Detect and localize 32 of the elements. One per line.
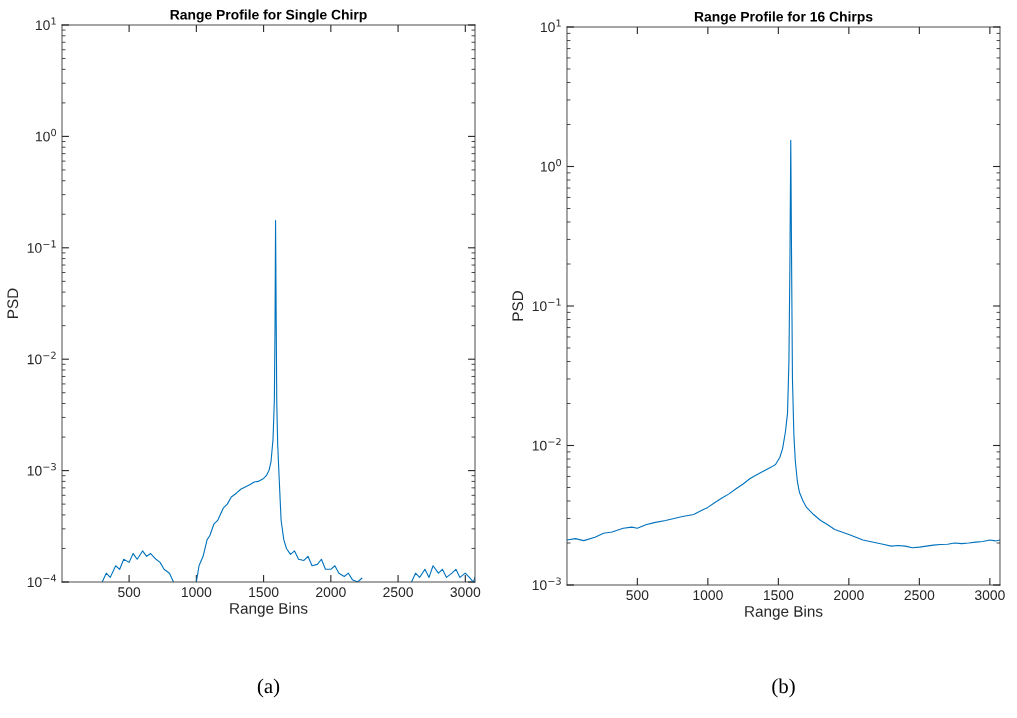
- x-tick-label: 2000: [316, 587, 346, 598]
- x-tick-label: 3000: [974, 590, 1005, 601]
- x-tick-label: 500: [626, 590, 649, 601]
- y-tick-label: 10$^{0}$: [540, 158, 562, 172]
- x-tick-label: 1500: [249, 587, 279, 598]
- chart-title: Range Profile for Single Chirp: [170, 9, 367, 23]
- x-tick-label: 1000: [181, 587, 212, 598]
- x-tick-label: 2500: [904, 590, 935, 601]
- text: (a): [257, 678, 280, 698]
- y-tick-label: 10$^{−3}$: [532, 577, 561, 591]
- y-axis-title: PSD: [7, 288, 19, 318]
- x-tick-label: 1000: [693, 590, 723, 601]
- y-tick-label: 10$^{1}$: [540, 19, 561, 33]
- y-tick-label: 10$^{−3}$: [27, 462, 56, 476]
- y-tick-label: 10$^{−4}$: [27, 574, 57, 588]
- y-tick-label: 10$^{−1}$: [27, 240, 56, 253]
- line-series: [567, 139, 1000, 549]
- x-axis-title: Range Bins: [745, 605, 823, 620]
- y-tick-label: 10$^{−2}$: [532, 437, 561, 451]
- x-tick-label: 2000: [834, 590, 864, 601]
- x-tick-label: 1500: [763, 590, 794, 601]
- y-tick-label: 10$^{1}$: [35, 17, 56, 31]
- x-tick-label: 2500: [383, 587, 413, 598]
- y-tick-label: 10$^{−2}$: [27, 351, 56, 365]
- y-tick-label: 10$^{0}$: [35, 128, 57, 142]
- text: (b): [772, 678, 795, 698]
- y-axis-title: PSD: [512, 291, 524, 321]
- x-tick-label: 3000: [450, 587, 481, 598]
- x-axis-title: Range Bins: [230, 602, 308, 617]
- x-tick-label: 500: [118, 587, 141, 598]
- y-tick-label: 10$^{−1}$: [532, 298, 561, 312]
- chart-title: Range Profile for 16 Chirps: [694, 11, 873, 25]
